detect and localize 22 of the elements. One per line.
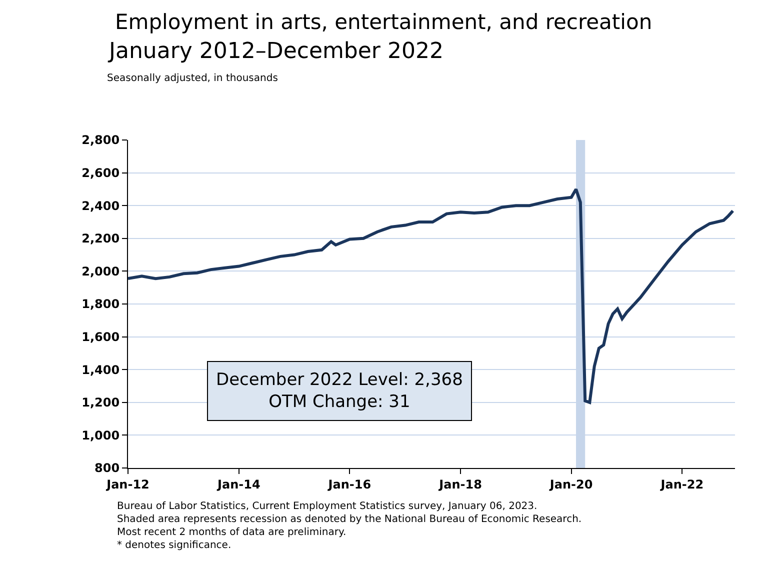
y-tick-label: 1,000 [82, 428, 120, 442]
y-tick-label: 2,000 [82, 264, 120, 278]
y-tick-label: 2,800 [82, 133, 120, 148]
x-tick-label: Jan-20 [548, 477, 593, 492]
text: Seasonally adjusted, in thousands [107, 73, 278, 84]
chart-subtitle: January 2012–December 2022 [107, 39, 444, 64]
x-tick-label: Jan-12 [106, 477, 150, 492]
x-tick-label: Jan-14 [216, 477, 260, 492]
x-tick-label: Jan-22 [660, 477, 704, 492]
chart-title: Employment in arts, entertainment, and recreation [115, 10, 652, 34]
y-tick-label: 800 [94, 461, 120, 476]
y-tick-label: 2,400 [82, 198, 120, 213]
y-tick-label: 2,600 [82, 166, 120, 180]
y-tick-label: 1,600 [82, 330, 120, 344]
text: Bureau of Labor Statistics, Current Employment Statistics survey, January 06, 2023. Shaded area represents recession as denoted by the National Bureau of Economic Research. Most recent 2 months of data are preliminary. * denotes significance. [117, 501, 582, 551]
y-tick-label: 1,400 [82, 362, 120, 377]
annotation: December 2022 Level: 2,368 OTM Change: 31 [216, 370, 463, 412]
y-tick-label: 1,200 [82, 396, 120, 410]
x-tick-label: Jan-16 [327, 477, 372, 492]
y-tick-label: 2,200 [82, 232, 120, 246]
y-tick-label: 1,800 [82, 297, 120, 312]
x-tick-label: Jan-18 [438, 477, 482, 492]
